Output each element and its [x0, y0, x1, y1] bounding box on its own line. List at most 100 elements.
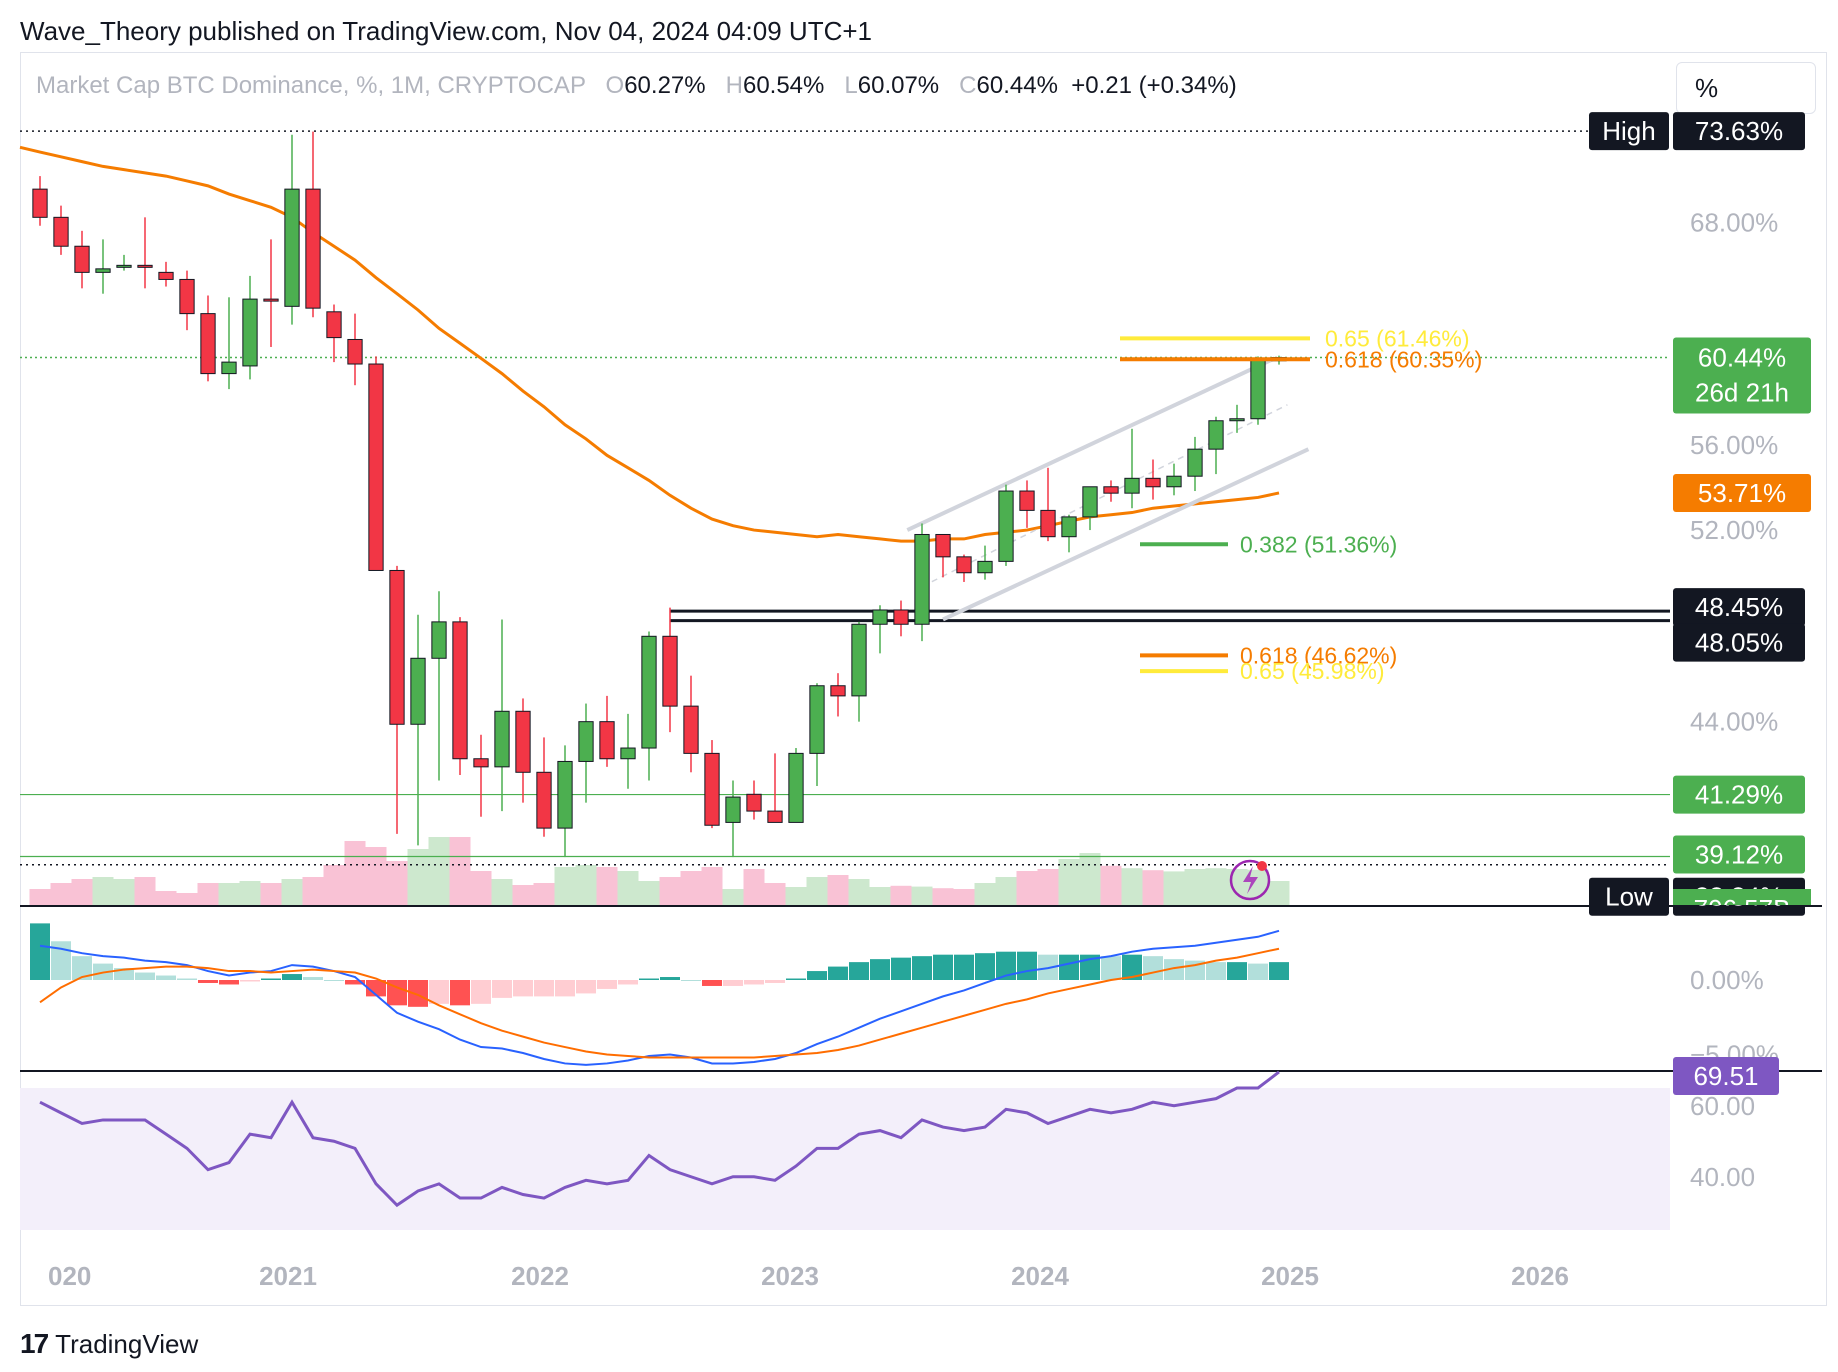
volume-bar [71, 879, 93, 905]
support-lower-tag: 48.05% [1695, 628, 1783, 658]
candle-body [893, 609, 909, 625]
macd-histogram-bar [135, 972, 155, 980]
volume-bar [449, 837, 471, 905]
candle-body [977, 560, 993, 574]
macd-histogram-bar [744, 980, 764, 985]
candle-body [1187, 448, 1203, 477]
volume-bar [470, 871, 492, 905]
volume-bar [533, 883, 555, 905]
volume-bar [575, 865, 597, 905]
candle-body [116, 264, 132, 268]
volume-bar [638, 881, 660, 905]
volume-bar [848, 879, 870, 905]
candle-body [1166, 475, 1182, 488]
y-tick-label: 52.00% [1690, 515, 1778, 545]
volume-bar [113, 879, 135, 905]
volume-bar [827, 875, 849, 905]
macd-histogram-bar [1206, 962, 1226, 980]
volume-bar [281, 879, 303, 905]
candle-body [872, 609, 888, 625]
macd-histogram-bar [408, 980, 428, 1007]
tradingview-brand[interactable]: 17 TradingView [20, 1328, 198, 1360]
volume-bar [197, 883, 219, 905]
macd-histogram-bar [429, 980, 449, 1004]
y-tick-label: 40.00 [1690, 1162, 1755, 1192]
volume-bar [302, 877, 324, 905]
volume-bar [323, 865, 345, 905]
candle-body [368, 363, 384, 571]
open-value: 60.27% [624, 72, 706, 99]
x-tick-label: 2022 [511, 1261, 569, 1291]
volume-bar [932, 888, 954, 905]
last-price-tag-bg [1673, 337, 1811, 414]
close-label: C [959, 72, 977, 99]
macd-histogram-bar [702, 980, 722, 986]
macd-histogram-bar [912, 956, 932, 980]
chart-frame [20, 52, 1827, 1306]
volume-bar [680, 871, 702, 905]
volume-bar [344, 841, 366, 905]
candle-body [956, 556, 972, 574]
volume-bar [155, 891, 177, 905]
brand-name: TradingView [55, 1328, 199, 1359]
volume-bar [1121, 868, 1143, 905]
candle-body [410, 657, 426, 725]
candle-body [998, 490, 1014, 562]
volume-bar [1268, 881, 1290, 905]
x-tick-label: 020 [48, 1261, 91, 1291]
candle-body [620, 747, 636, 760]
fib-lower-065-label: 0.65 (45.98%) [1240, 658, 1384, 684]
candle-body [473, 758, 489, 768]
macd-histogram-bar [366, 980, 386, 997]
macd-histogram-bar [828, 966, 848, 980]
macd-histogram-bar [240, 980, 260, 982]
macd-histogram-bar [576, 980, 596, 994]
candle-body [830, 685, 846, 697]
last-price-tag: 60.44% [1698, 343, 1786, 373]
chart-canvas[interactable]: 0.65 (61.46%)0.618 (60.35%) 0.382 (51.36%… [0, 0, 1838, 1310]
fib-upper-0618-label: 0.618 (60.35%) [1325, 346, 1482, 372]
candle-body [536, 771, 552, 829]
candle-body [1229, 418, 1245, 422]
candle-body [851, 623, 867, 697]
volume-bar [617, 871, 639, 905]
volume-bar [218, 883, 240, 905]
volume-bar [1079, 853, 1101, 905]
y-tick-label: 0.00% [1690, 965, 1764, 995]
volume-bar [1226, 869, 1248, 905]
volume-bar [1016, 871, 1038, 905]
candle-body [494, 710, 510, 768]
candle-body [284, 188, 300, 307]
candle-body [326, 311, 342, 339]
candle-body [431, 621, 447, 659]
y-tick-label: 56.00% [1690, 430, 1778, 460]
support-41-tag: 41.29% [1695, 780, 1783, 810]
volume-bar [260, 883, 282, 905]
volume-bar [428, 837, 450, 905]
volume-bar [176, 893, 198, 905]
volume-value-tag: 706.57B [1694, 894, 1791, 924]
volume-bar [239, 881, 261, 905]
channel-upper-line [906, 356, 1276, 532]
candle-body [641, 635, 657, 749]
support-upper-tag: 48.45% [1695, 592, 1783, 622]
macd-histogram-bar [1269, 962, 1289, 980]
publisher-line: Wave_Theory published on TradingView.com… [20, 16, 872, 46]
macd-histogram-bar [1143, 956, 1163, 980]
volume-bar [365, 847, 387, 905]
candle-body [1061, 516, 1077, 538]
macd-histogram-bar [870, 959, 890, 980]
candle-body [137, 264, 153, 268]
flash-icon[interactable] [1229, 859, 1271, 901]
macd-histogram-bar [849, 962, 869, 980]
volume-bar [701, 867, 723, 905]
macd-histogram-bar [282, 974, 302, 980]
volume-bar [911, 886, 933, 905]
volume-bar [50, 883, 72, 905]
macd-histogram-bar [660, 977, 680, 980]
high-tag-bg [1589, 112, 1669, 151]
x-tick-label: 2021 [259, 1261, 317, 1291]
macd-histogram-bar [618, 980, 638, 985]
macd-histogram-bar [492, 980, 512, 998]
y-tick-label: 60.00 [1690, 1091, 1755, 1121]
